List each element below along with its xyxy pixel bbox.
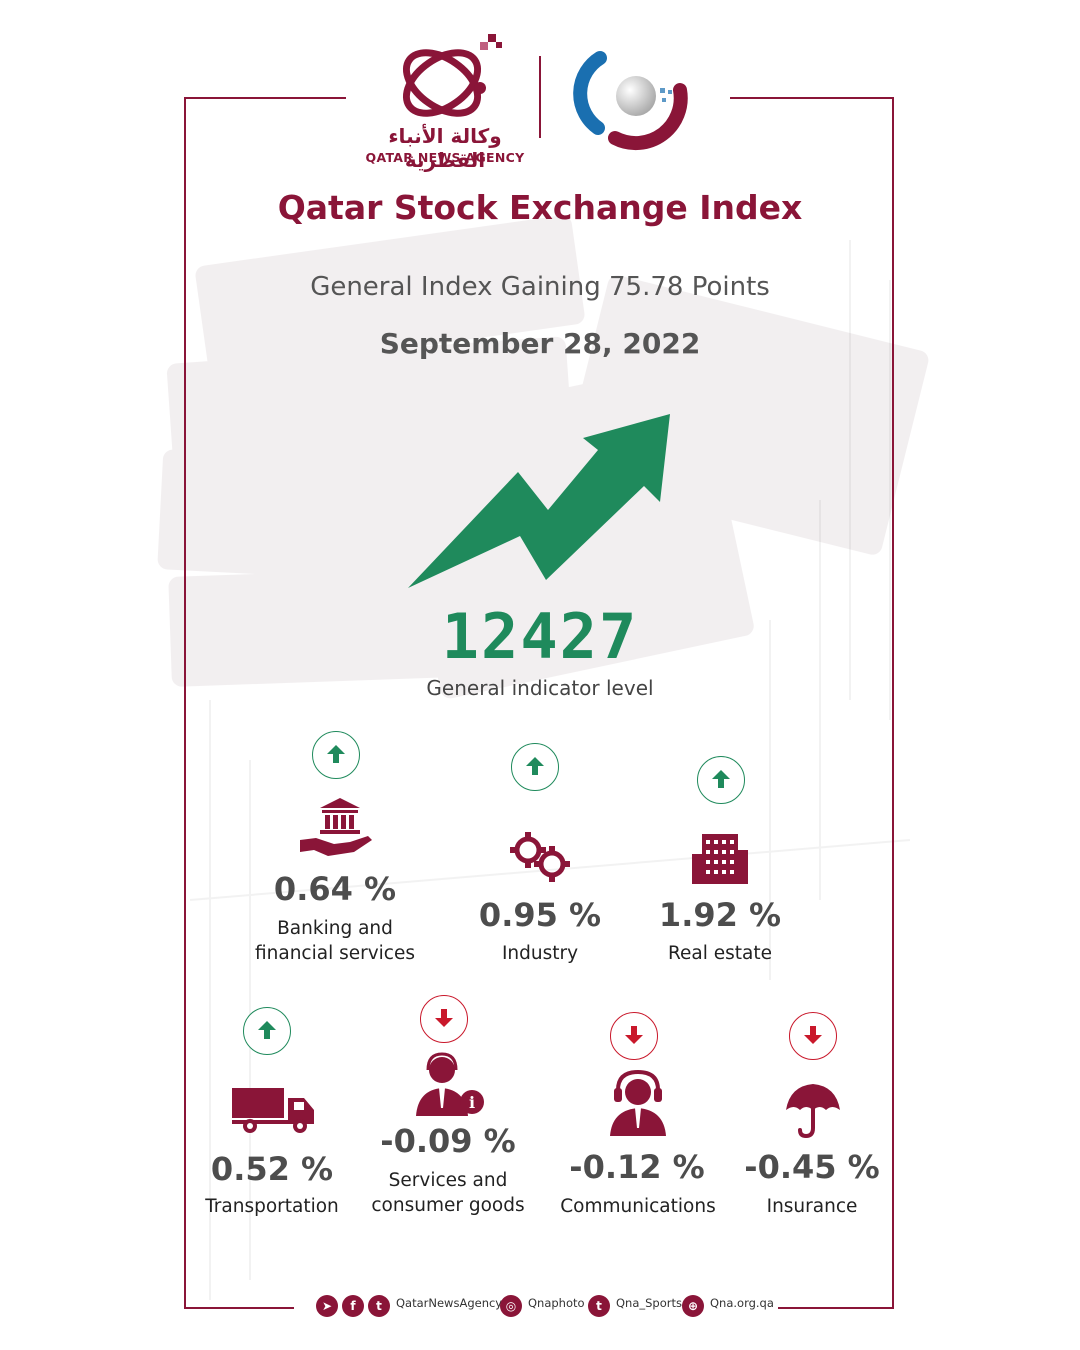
building-icon [692,834,748,884]
umbrella-icon [786,1084,840,1138]
page-subtitle: General Index Gaining 75.78 Points [310,272,770,302]
social-handle[interactable]: QatarNewsAgency [396,1296,503,1310]
sector-percent: -0.09 % [380,1122,516,1160]
index-value: 12427 [441,600,639,673]
bank-hand-icon [300,798,372,856]
sector-label: Banking and financial services [235,916,435,966]
sector-label-line2: financial services [254,943,415,964]
arrow-down-icon [804,1026,822,1044]
facebook-icon[interactable]: f [342,1295,364,1317]
globe-icon[interactable]: ⊕ [682,1295,704,1317]
telegram-icon[interactable]: ➤ [316,1295,338,1317]
headset-icon [610,1069,666,1136]
sector-label: Insurance [712,1194,912,1219]
twitter-icon[interactable]: t [368,1295,390,1317]
qse-logo-icon [573,51,688,151]
sector-label: Communications [538,1194,738,1219]
down-arrow-badge [789,1012,837,1060]
sector-label-line1: Industry [501,943,579,964]
frame-top-right [730,97,894,99]
page-title: Qatar Stock Exchange Index [277,188,803,227]
sector-label-line1: Services and [388,1170,508,1191]
arrow-up-icon [258,1021,276,1039]
qna-logo: وكالة الأنباء القطرية QATAR NEWS AGENCY [360,28,530,172]
agency-arabic-name: وكالة الأنباء القطرية [388,124,502,172]
sector-label: Real estate [620,941,820,966]
sector-label-line1: Transportation [205,1196,339,1217]
gears-icon [510,832,570,882]
service-agent-icon: i [416,1052,484,1116]
frame-left [184,97,186,1309]
truck-icon [232,1088,314,1133]
frame-bottom-left [184,1307,294,1309]
sector-label: Transportation [172,1194,372,1219]
arrow-up-icon [526,757,544,775]
sector-percent: -0.12 % [569,1148,705,1186]
up-arrow-badge [312,731,360,779]
social-footer: ➤ f t QatarNewsAgency ◎ Qnaphoto t Qna_S… [310,1291,780,1321]
website-link[interactable]: Qna.org.qa [710,1296,774,1310]
instagram-icon[interactable]: ◎ [500,1295,522,1317]
sector-label: Services and consumer goods [348,1168,548,1218]
social-handle[interactable]: Qna_Sports [616,1296,683,1310]
logo-divider [539,56,541,138]
up-arrow-badge [243,1007,291,1055]
report-date: September 28, 2022 [379,327,701,360]
frame-top-left [184,97,346,99]
sector-label: Industry [440,941,640,966]
sector-label-line1: Insurance [766,1196,858,1217]
sector-label-line1: Banking and [277,918,393,939]
sector-percent: -0.45 % [744,1148,880,1186]
sector-percent: 0.95 % [478,896,602,934]
down-arrow-badge [420,995,468,1043]
arrow-up-icon [327,745,345,763]
svg-text:i: i [469,1093,475,1112]
sector-percent: 1.92 % [658,896,782,934]
trend-up-arrow-icon [408,414,670,588]
frame-right [892,97,894,1309]
sector-label-line1: Real estate [667,943,772,964]
background-banknotes [157,215,929,1300]
up-arrow-badge [697,756,745,804]
social-handle[interactable]: Qnaphoto [528,1296,585,1310]
sector-percent: 0.64 % [273,870,397,908]
sector-label-line2: consumer goods [371,1195,525,1216]
up-arrow-badge [511,743,559,791]
sector-percent: 0.52 % [210,1150,334,1188]
agency-english-name: QATAR NEWS AGENCY [365,150,525,165]
arrow-up-icon [712,770,730,788]
sector-label-line1: Communications [560,1196,716,1217]
arrow-down-icon [435,1009,453,1027]
frame-bottom-right [778,1307,894,1309]
qna-emblem-icon [402,34,502,117]
down-arrow-badge [610,1012,658,1060]
arrow-down-icon [625,1026,643,1044]
twitter-icon[interactable]: t [588,1295,610,1317]
index-label: General indicator level [426,676,654,700]
